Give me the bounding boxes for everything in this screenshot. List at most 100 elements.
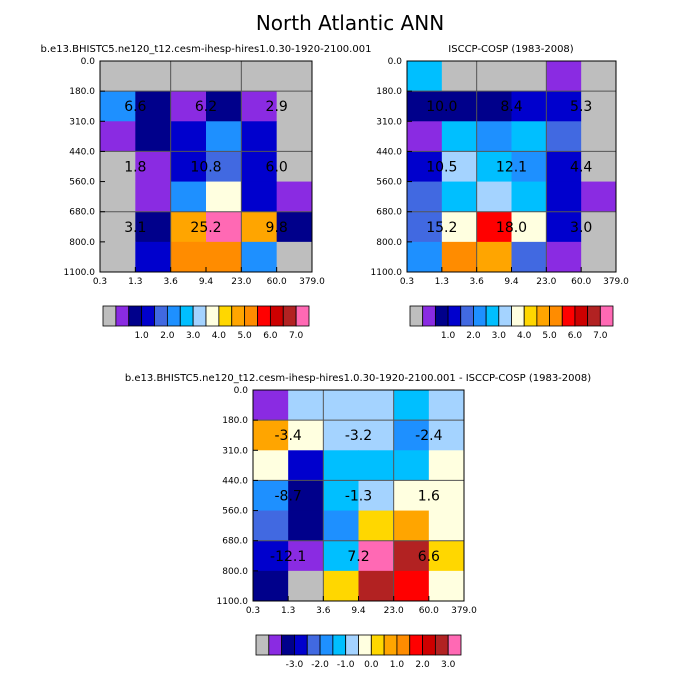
heatmap-cell	[393, 420, 430, 451]
colorbar-box	[154, 305, 168, 327]
heatmap-cell	[253, 450, 289, 481]
heatmap-cell	[476, 121, 512, 152]
y-tick-label: 560.0	[69, 178, 95, 188]
x-tick-label: 3.6	[470, 277, 485, 287]
x-tick-label: 9.4	[199, 277, 214, 287]
heatmap-cell	[241, 61, 278, 92]
heatmap-cell	[441, 61, 478, 92]
colorbar-box	[141, 305, 155, 327]
heatmap-cell	[288, 450, 324, 481]
y-tick-label: 310.0	[69, 117, 95, 127]
heatmap-cell	[170, 121, 207, 152]
heatmap-cell	[476, 211, 512, 243]
y-tick-label: 1100.0	[217, 597, 249, 607]
heatmap-cell	[511, 241, 547, 273]
colorbar-label: 0.0	[364, 660, 379, 670]
heatmap-cell	[253, 510, 289, 542]
heatmap-cell	[428, 450, 465, 481]
colorbar-box	[332, 634, 347, 656]
colorbar-label: 2.0	[415, 660, 430, 670]
heatmap-cell	[206, 151, 242, 183]
colorbar-box	[409, 634, 423, 656]
y-tick-label: 680.0	[376, 208, 402, 218]
heatmap-cell	[323, 390, 359, 421]
colorbar-label: -2.0	[311, 660, 329, 670]
panel-title: b.e13.BHISTC5.ne120_t12.cesm-ihesp-hires…	[125, 373, 591, 384]
colorbar-box	[549, 305, 563, 327]
colorbar-box	[523, 305, 538, 327]
heatmap-cell	[476, 241, 512, 273]
y-tick-label: 680.0	[222, 537, 248, 547]
y-tick-label: 180.0	[222, 416, 248, 426]
y-tick-label: 800.0	[69, 238, 95, 248]
colorbar-label: 3.0	[441, 660, 456, 670]
heatmap-cell	[428, 510, 465, 542]
colorbar-box	[268, 634, 283, 656]
heatmap-cell	[170, 181, 207, 213]
heatmap-cell	[323, 510, 359, 542]
colorbar-box	[422, 305, 436, 327]
data-label: 10.5	[426, 160, 457, 176]
heatmap-cell	[441, 151, 478, 183]
y-tick-label: 180.0	[376, 87, 402, 97]
heatmap-cell	[581, 241, 617, 273]
heatmap-cell	[253, 480, 289, 512]
colorbar-box	[295, 305, 310, 327]
colorbar-box	[102, 305, 117, 327]
y-tick-label: 310.0	[376, 117, 402, 127]
colorbar-label: 2.0	[160, 331, 175, 341]
colorbar-box	[434, 305, 449, 327]
colorbar-box	[115, 305, 130, 327]
heatmap-cell	[276, 181, 313, 213]
heatmap-cell	[393, 390, 430, 421]
heatmap-cell	[428, 570, 465, 602]
heatmap-cell	[476, 91, 512, 122]
colorbar-label: 4.0	[212, 331, 227, 341]
colorbar-box	[511, 305, 525, 327]
heatmap-cell	[100, 61, 136, 92]
y-tick-label: 800.0	[376, 238, 402, 248]
colorbar-box	[358, 634, 372, 656]
colorbar-box	[205, 305, 220, 327]
x-tick-label: 379.0	[299, 277, 325, 287]
colorbar-box	[244, 305, 258, 327]
x-tick-label: 1.3	[128, 277, 142, 287]
heatmap-cell	[170, 211, 207, 243]
heatmap-cell	[511, 181, 547, 213]
colorbar-label: 2.0	[466, 331, 481, 341]
colorbar-label: 6.0	[568, 331, 583, 341]
data-label: -3.2	[345, 428, 372, 444]
heatmap-cell	[511, 61, 547, 92]
heatmap-cell	[276, 121, 313, 152]
heatmap-cell	[135, 61, 172, 92]
heatmap-cell	[407, 241, 443, 273]
heatmap-cell	[358, 450, 395, 481]
data-label: 12.1	[496, 160, 527, 176]
heatmap-cell	[100, 121, 136, 152]
colorbar: -3.0 -2.0 -1.0 0.0 1.0 2.0 3.0	[255, 634, 462, 670]
heatmap-cell	[581, 181, 617, 213]
data-label: 10.0	[426, 99, 457, 115]
data-label: 6.6	[418, 549, 440, 565]
x-tick-label: 23.0	[536, 277, 556, 287]
y-tick-label: 0.0	[234, 386, 249, 396]
data-label: 1.8	[124, 160, 146, 176]
panel-2: ISCCP-COSP (1983-2008) 0.3 1.3 3.6 9.4 23.0 60…	[371, 44, 630, 341]
colorbar: 1.0 2.0 3.0 4.0 5.0 6.0 7.0	[409, 305, 614, 341]
heatmap-cell	[546, 121, 582, 152]
x-tick-label: 9.4	[504, 277, 519, 287]
x-tick-label: 0.3	[246, 606, 260, 616]
heatmap-cell	[393, 540, 430, 572]
heatmap-cell	[476, 61, 512, 92]
heatmap-cell	[393, 510, 430, 542]
heatmap-cell	[241, 91, 278, 122]
x-tick-label: 379.0	[451, 606, 477, 616]
y-tick-label: 800.0	[222, 567, 248, 577]
heatmap-cell	[546, 181, 582, 213]
heatmap-cell	[135, 211, 172, 243]
heatmap-cell	[393, 480, 430, 512]
x-tick-label: 3.6	[164, 277, 179, 287]
data-label: 6.2	[195, 99, 217, 115]
heatmap-cell	[581, 91, 617, 122]
